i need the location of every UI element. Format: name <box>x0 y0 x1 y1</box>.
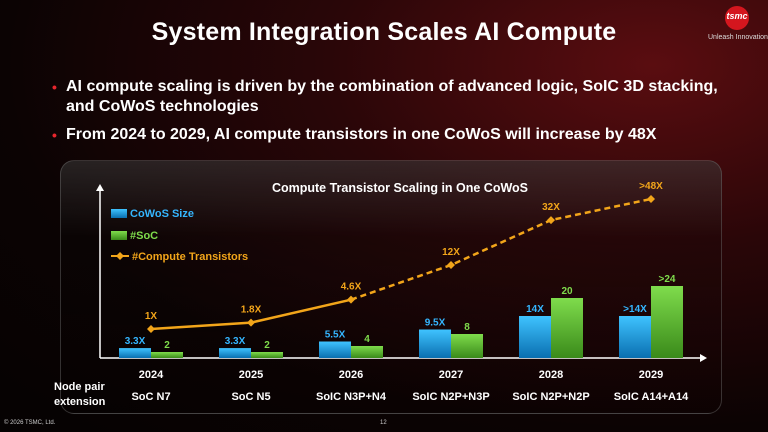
line-point-compute-transistors <box>247 318 255 327</box>
bullet-item: • From 2024 to 2029, AI compute transisto… <box>52 125 732 145</box>
data-label-cowos: 14X <box>526 304 544 315</box>
bullet-dot-icon: • <box>52 79 57 95</box>
footer-copyright: © 2026 TSMC, Ltd. <box>4 420 56 426</box>
data-label-compute-transistors: 1.8X <box>241 305 262 316</box>
bar-cowos-size <box>619 316 651 358</box>
legend-swatch-soc <box>111 231 127 240</box>
legend-label-soc: #SoC <box>130 230 158 242</box>
data-label-compute-transistors: 1X <box>145 311 158 322</box>
bar-cowos-size <box>519 316 551 358</box>
bullet-text: From 2024 to 2029, AI compute transistor… <box>66 126 657 143</box>
bar-soc-count <box>251 352 283 358</box>
data-label-compute-transistors: >48X <box>639 181 663 192</box>
bar-cowos-size <box>319 341 351 358</box>
data-label-soc: 2 <box>264 340 270 351</box>
node-pair-label: SoIC A14+A14 <box>614 391 689 403</box>
line-point-compute-transistors <box>547 216 555 225</box>
node-pair-label: SoC N5 <box>231 391 270 403</box>
row-label-extension: extension <box>54 396 106 408</box>
x-tick-label: 2024 <box>139 369 164 381</box>
data-label-cowos: 3.3X <box>225 336 246 347</box>
y-axis-arrow-icon <box>96 184 104 191</box>
line-point-compute-transistors <box>347 295 355 304</box>
legend-swatch-cowos <box>111 209 127 218</box>
data-label-soc: 20 <box>561 286 573 297</box>
bar-soc-count <box>551 298 583 358</box>
node-pair-label: SoIC N3P+N4 <box>316 391 387 403</box>
node-pair-label: SoIC N2P+N2P <box>512 391 589 403</box>
data-label-soc: >24 <box>659 274 676 285</box>
x-tick-label: 2025 <box>239 369 263 381</box>
data-label-compute-transistors: 12X <box>442 247 460 258</box>
bar-cowos-size <box>119 348 151 358</box>
x-tick-label: 2027 <box>439 369 463 381</box>
legend-label-cowos: CoWoS Size <box>130 208 194 220</box>
node-pair-label: SoIC N2P+N3P <box>412 391 489 403</box>
logo-brand: tsmc <box>726 11 748 21</box>
bar-soc-count <box>651 286 683 358</box>
bar-cowos-size <box>419 329 451 358</box>
x-axis-arrow-icon <box>700 354 707 362</box>
logo-tagline: Unleash Innovation <box>708 34 768 41</box>
page-number: 12 <box>380 420 387 426</box>
page-title: System Integration Scales AI Compute <box>151 18 617 46</box>
chart-title: Compute Transistor Scaling in One CoWoS <box>272 181 528 195</box>
bar-soc-count <box>451 334 483 358</box>
bullet-dot-icon: • <box>52 127 57 143</box>
line-compute-transistors-dashed <box>350 197 652 301</box>
node-pair-label: SoC N7 <box>131 391 170 403</box>
data-label-cowos: >14X <box>623 304 647 315</box>
logo-circle-icon <box>725 6 749 30</box>
data-label-soc: 8 <box>464 322 470 333</box>
data-label-compute-transistors: 32X <box>542 202 560 213</box>
bar-soc-count <box>151 352 183 358</box>
data-label-compute-transistors: 4.6X <box>341 282 362 293</box>
data-label-cowos: 3.3X <box>125 336 146 347</box>
tsmc-logo: tsmc Unleash Innovation <box>708 6 768 48</box>
legend-label-compute-transistors: #Compute Transistors <box>132 251 248 263</box>
data-label-cowos: 5.5X <box>325 330 346 341</box>
bullet-list: • AI compute scaling is driven by the com… <box>52 77 732 153</box>
row-label-node-pair: Node pair <box>54 381 105 393</box>
data-label-soc: 2 <box>164 340 170 351</box>
bar-soc-count <box>351 346 383 358</box>
x-tick-label: 2028 <box>539 369 563 381</box>
data-label-soc: 4 <box>364 334 370 345</box>
bullet-text: AI compute scaling is driven by the comb… <box>66 78 718 115</box>
line-point-compute-transistors <box>447 261 455 270</box>
bullet-item: • AI compute scaling is driven by the com… <box>52 77 732 117</box>
x-tick-label: 2026 <box>339 369 363 381</box>
data-label-cowos: 9.5X <box>425 318 446 329</box>
line-point-compute-transistors <box>647 195 655 203</box>
legend-diamond-icon <box>116 252 124 260</box>
bar-cowos-size <box>219 348 251 358</box>
x-tick-label: 2029 <box>639 369 663 381</box>
line-point-compute-transistors <box>147 325 155 333</box>
